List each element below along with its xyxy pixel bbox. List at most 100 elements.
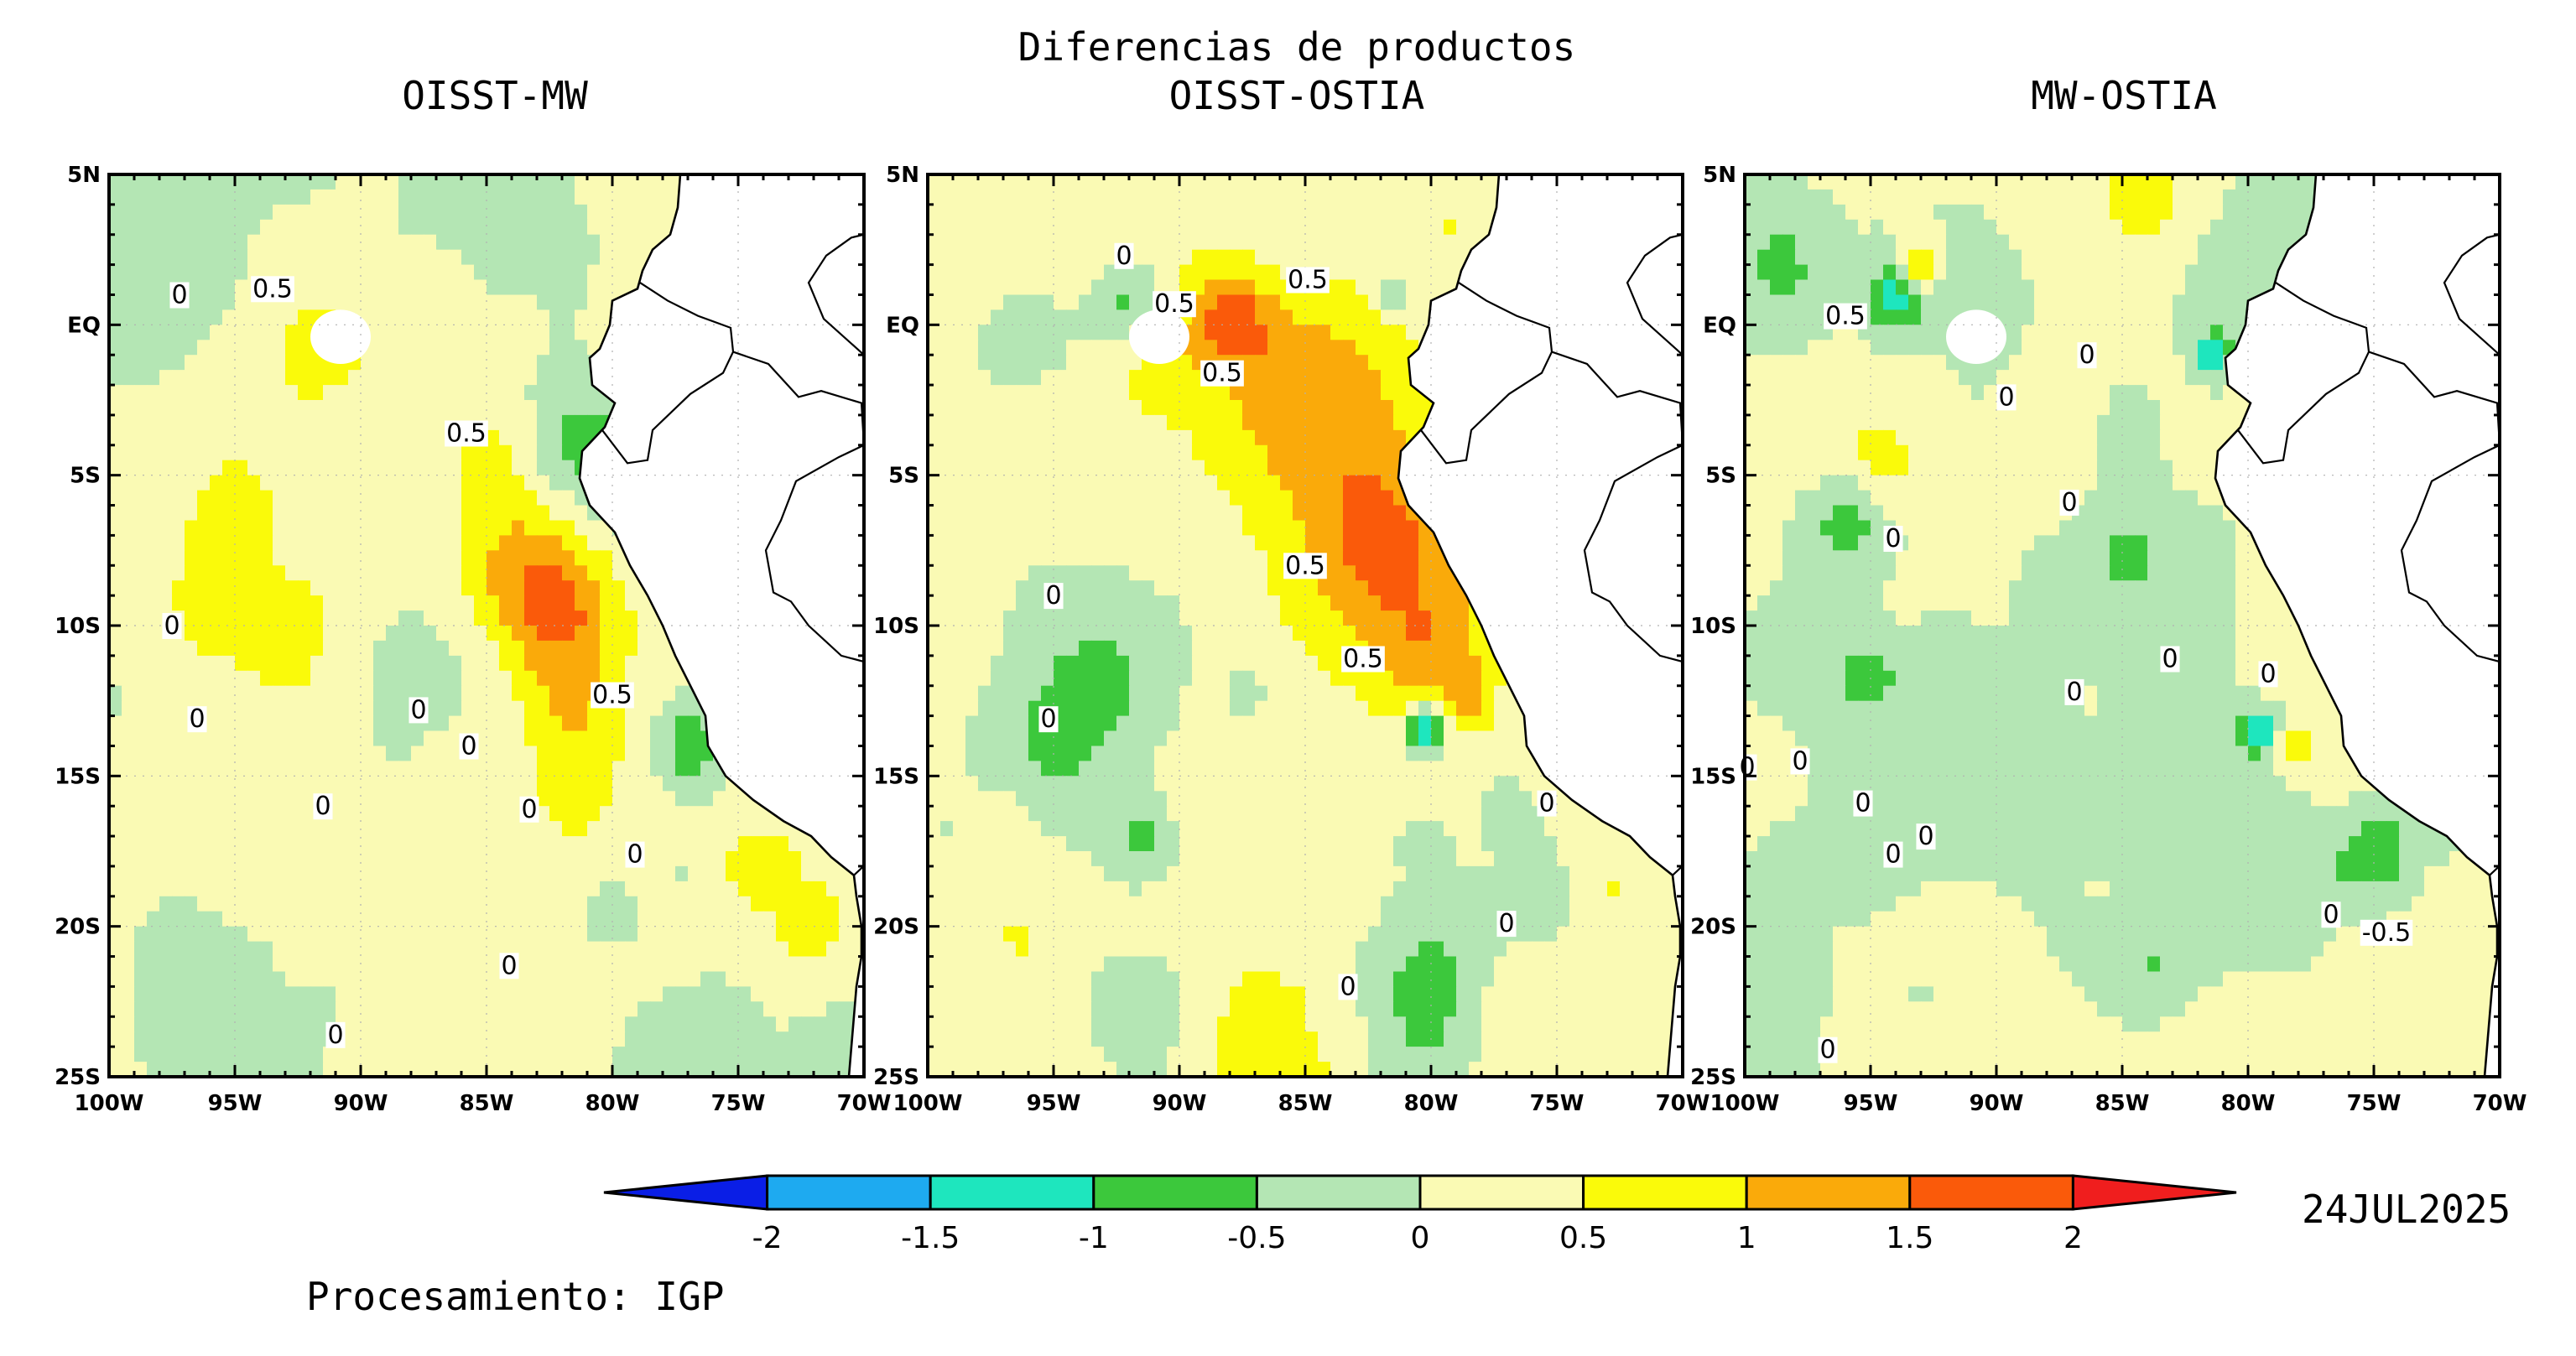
field-cell (134, 460, 148, 476)
field-cell (310, 294, 324, 310)
field-cell (700, 1001, 714, 1017)
field-cell (323, 1062, 336, 1077)
field-cell (109, 249, 122, 266)
field-cell (738, 896, 752, 912)
field-cell (310, 580, 324, 596)
field-cell (625, 881, 638, 897)
field-cell (424, 535, 437, 551)
field-cell (398, 294, 412, 310)
field-cell (738, 806, 752, 822)
field-cell (273, 881, 286, 897)
field-cell (411, 219, 424, 236)
field-cell (159, 836, 173, 852)
field-cell (524, 836, 538, 852)
field-cell (159, 821, 173, 837)
field-cell (499, 294, 513, 310)
field-cell (524, 325, 538, 340)
x-tick-label: 90W (334, 1091, 388, 1116)
field-cell (222, 685, 236, 702)
field-cell (172, 746, 185, 761)
field-cell (386, 1031, 399, 1047)
field-cell (436, 490, 450, 507)
field-cell (1318, 370, 1331, 386)
field-cell (235, 565, 248, 581)
field-cell (260, 806, 273, 822)
field-cell (1456, 234, 1470, 251)
field-cell (1142, 264, 1155, 281)
field-cell (336, 174, 349, 190)
field-cell (348, 911, 362, 927)
field-cell (1356, 279, 1369, 295)
field-cell (1217, 264, 1231, 281)
field-cell (940, 189, 954, 205)
field-cell (499, 610, 513, 626)
field-cell (953, 264, 966, 281)
field-cell (260, 189, 273, 205)
field-cell (688, 1031, 701, 1047)
field-cell (637, 1001, 651, 1017)
field-cell (512, 610, 525, 626)
field-cell (210, 490, 223, 507)
field-cell (109, 294, 122, 310)
field-cell (549, 610, 563, 626)
field-cell (474, 1047, 487, 1062)
field-cell (323, 670, 336, 687)
field-cell (247, 640, 261, 657)
field-cell (273, 926, 286, 943)
field-cell (185, 1047, 198, 1062)
field-cell (449, 174, 462, 190)
field-cell (1217, 219, 1231, 236)
field-cell (763, 836, 777, 852)
field-cell (147, 400, 160, 416)
field-cell (398, 881, 412, 897)
field-cell (487, 370, 500, 386)
field-cell (260, 911, 273, 927)
field-cell (1280, 174, 1293, 190)
field-cell (612, 791, 626, 807)
field-cell (612, 174, 626, 190)
field-cell (424, 414, 437, 431)
field-cell (361, 851, 374, 867)
field-cell (310, 626, 324, 642)
field-cell (185, 219, 198, 236)
field-cell (1267, 460, 1281, 476)
field-cell (637, 189, 651, 205)
field-cell (1343, 309, 1356, 325)
field-cell (424, 475, 437, 491)
field-cell (953, 325, 966, 340)
field-cell (449, 610, 462, 626)
field-cell (336, 986, 349, 1002)
field-cell (273, 700, 286, 717)
field-cell (537, 865, 550, 882)
field-cell (940, 294, 954, 310)
field-cell (826, 865, 840, 882)
field-cell (247, 414, 261, 431)
field-cell (1054, 309, 1067, 325)
field-cell (1066, 385, 1080, 401)
field-cell (1192, 189, 1205, 205)
field-cell (549, 355, 563, 371)
field-cell (323, 746, 336, 761)
field-cell (449, 595, 462, 611)
field-cell (411, 986, 424, 1002)
field-cell (260, 881, 273, 897)
field-cell (1041, 385, 1054, 401)
field-cell (273, 355, 286, 371)
field-cell (386, 475, 399, 491)
field-cell (524, 219, 538, 236)
field-cell (637, 234, 651, 251)
field-cell (953, 429, 966, 446)
field-cell (411, 565, 424, 581)
field-cell (738, 836, 752, 852)
field-cell (197, 836, 211, 852)
field-cell (323, 715, 336, 732)
field-cell (512, 881, 525, 897)
field-cell (310, 174, 324, 190)
field-cell (1267, 234, 1281, 251)
field-cell (1469, 219, 1482, 236)
field-cell (499, 655, 513, 672)
field-cell (411, 746, 424, 761)
field-cell (1179, 370, 1193, 386)
field-cell (210, 926, 223, 943)
field-cell (575, 655, 588, 672)
